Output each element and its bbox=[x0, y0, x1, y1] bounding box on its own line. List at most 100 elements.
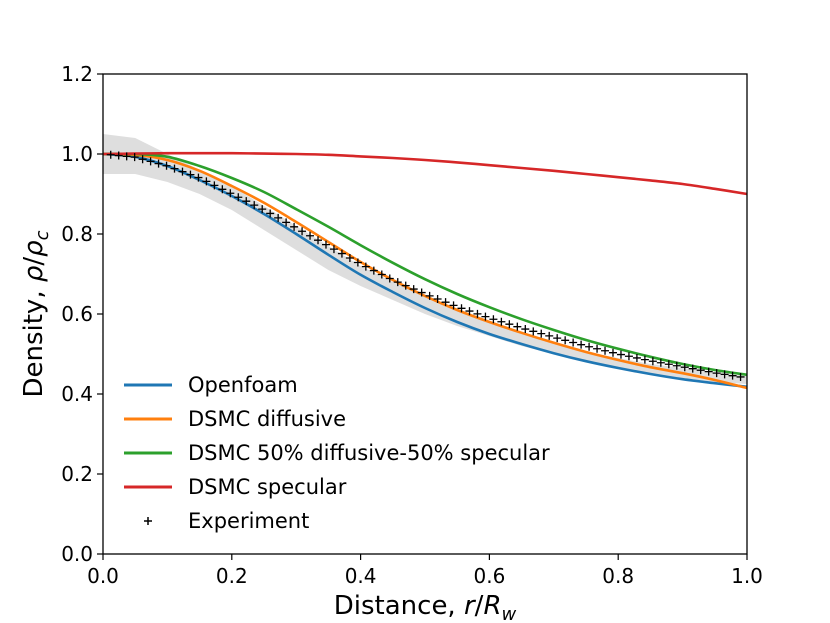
experiment-point bbox=[114, 151, 123, 160]
y-axis-label: Density, ρ/ρc bbox=[19, 230, 53, 397]
experiment-point bbox=[226, 189, 235, 198]
experiment-point bbox=[417, 288, 426, 297]
experiment-point bbox=[425, 291, 434, 300]
legend-label-dsmc-mixed: DSMC 50% diffusive-50% specular bbox=[188, 441, 550, 465]
experiment-point bbox=[337, 249, 346, 258]
x-tick-label: 0.4 bbox=[345, 564, 377, 588]
experiment-point bbox=[258, 205, 267, 214]
experiment-point bbox=[561, 336, 570, 345]
y-axis-ticks: 0.0 0.2 0.4 0.6 0.8 1.0 1.2 bbox=[61, 62, 103, 566]
experiment-point bbox=[154, 159, 163, 168]
experiment-point bbox=[664, 360, 673, 369]
experiment-point bbox=[712, 369, 721, 378]
experiment-point bbox=[194, 173, 203, 182]
experiment-point bbox=[385, 274, 394, 283]
experiment-point bbox=[170, 164, 179, 173]
experiment-point bbox=[321, 240, 330, 249]
experiment-point bbox=[377, 270, 386, 279]
series-line-dsmc-specular bbox=[102, 151, 748, 196]
legend: Openfoam DSMC diffusive DSMC 50% diffusi… bbox=[124, 373, 550, 533]
experiment-point bbox=[553, 334, 562, 343]
experiment-point bbox=[585, 342, 594, 351]
experiment-point bbox=[178, 167, 187, 176]
y-axis-label-var: ρ bbox=[19, 265, 49, 282]
experiment-point bbox=[266, 209, 275, 218]
x-tick-label: 1.0 bbox=[731, 564, 763, 588]
experiment-point bbox=[736, 372, 745, 381]
experiment-point bbox=[242, 197, 251, 206]
experiment-point bbox=[640, 355, 649, 364]
y-tick-label: 0.8 bbox=[61, 222, 93, 246]
experiment-point bbox=[465, 307, 474, 316]
plot-area bbox=[102, 134, 748, 390]
x-axis-label-var: r bbox=[464, 591, 477, 621]
y-tick-label: 0.4 bbox=[61, 382, 93, 406]
series-line-dsmc-50-diffusive-50-specular bbox=[102, 152, 748, 377]
experiment-point bbox=[433, 295, 442, 304]
x-axis-ticks: 0.0 0.2 0.4 0.6 0.8 1.0 bbox=[87, 554, 763, 588]
experiment-point bbox=[632, 353, 641, 362]
x-axis-label-sub: w bbox=[502, 604, 517, 623]
y-tick-label: 0.6 bbox=[61, 302, 93, 326]
experiment-point bbox=[513, 322, 522, 331]
series-layer bbox=[102, 151, 748, 390]
experiment-point bbox=[680, 363, 689, 372]
y-tick-label: 0.0 bbox=[61, 542, 93, 566]
experiment-point bbox=[656, 358, 665, 367]
x-axis-label: Distance, r/Rw bbox=[334, 591, 517, 623]
x-tick-label: 0.2 bbox=[216, 564, 248, 588]
series-line-dsmc-diffusive bbox=[102, 152, 748, 390]
experiment-point bbox=[672, 361, 681, 370]
experiment-point bbox=[608, 348, 617, 357]
experiment-point bbox=[345, 254, 354, 263]
experiment-point bbox=[505, 320, 514, 329]
x-tick-label: 0.6 bbox=[473, 564, 505, 588]
experiment-point bbox=[218, 185, 227, 194]
experiment-point bbox=[401, 281, 410, 290]
experiment-point bbox=[593, 344, 602, 353]
experiment-point bbox=[393, 278, 402, 287]
experiment-point bbox=[138, 155, 147, 164]
experiment-point bbox=[122, 152, 131, 161]
experiment-point bbox=[130, 153, 139, 162]
x-axis-label-prefix: Distance, bbox=[334, 591, 464, 621]
legend-label-dsmc-specular: DSMC specular bbox=[188, 475, 347, 499]
experiment-point bbox=[329, 245, 338, 254]
experiment-point bbox=[720, 370, 729, 379]
experiment-point bbox=[537, 329, 546, 338]
x-tick-label: 0.0 bbox=[87, 564, 119, 588]
series-line-openfoam bbox=[102, 152, 748, 389]
experiment-point bbox=[457, 304, 466, 313]
legend-label-openfoam: Openfoam bbox=[188, 373, 298, 397]
experiment-point bbox=[569, 338, 578, 347]
y-tick-label: 0.2 bbox=[61, 462, 93, 486]
experiment-point bbox=[282, 218, 291, 227]
experiment-point bbox=[361, 262, 370, 271]
experiment-point bbox=[441, 298, 450, 307]
experiment-point bbox=[186, 170, 195, 179]
experiment-point bbox=[369, 266, 378, 275]
experiment-point bbox=[298, 227, 307, 236]
legend-label-experiment: Experiment bbox=[188, 509, 309, 533]
x-axis-label-slash: / bbox=[475, 591, 484, 621]
experiment-point bbox=[106, 150, 115, 159]
experiment-point bbox=[497, 317, 506, 326]
experiment-point bbox=[529, 327, 538, 336]
experiment-point bbox=[449, 301, 458, 310]
y-tick-label: 1.0 bbox=[61, 142, 93, 166]
x-axis-label-sym: R bbox=[483, 591, 501, 621]
experiment-point bbox=[624, 352, 633, 361]
experiment-point bbox=[202, 177, 211, 186]
y-tick-label: 1.2 bbox=[61, 62, 93, 86]
legend-label-dsmc-diffusive: DSMC diffusive bbox=[188, 407, 346, 431]
experiment-point bbox=[728, 371, 737, 380]
experiment-point bbox=[274, 213, 283, 222]
x-tick-label: 0.8 bbox=[602, 564, 634, 588]
experiment-point bbox=[481, 312, 490, 321]
experiment-point bbox=[473, 309, 482, 318]
experiment-point bbox=[234, 193, 243, 202]
experiment-point bbox=[704, 367, 713, 376]
experiment-point bbox=[306, 231, 315, 240]
experiment-point bbox=[688, 364, 697, 373]
